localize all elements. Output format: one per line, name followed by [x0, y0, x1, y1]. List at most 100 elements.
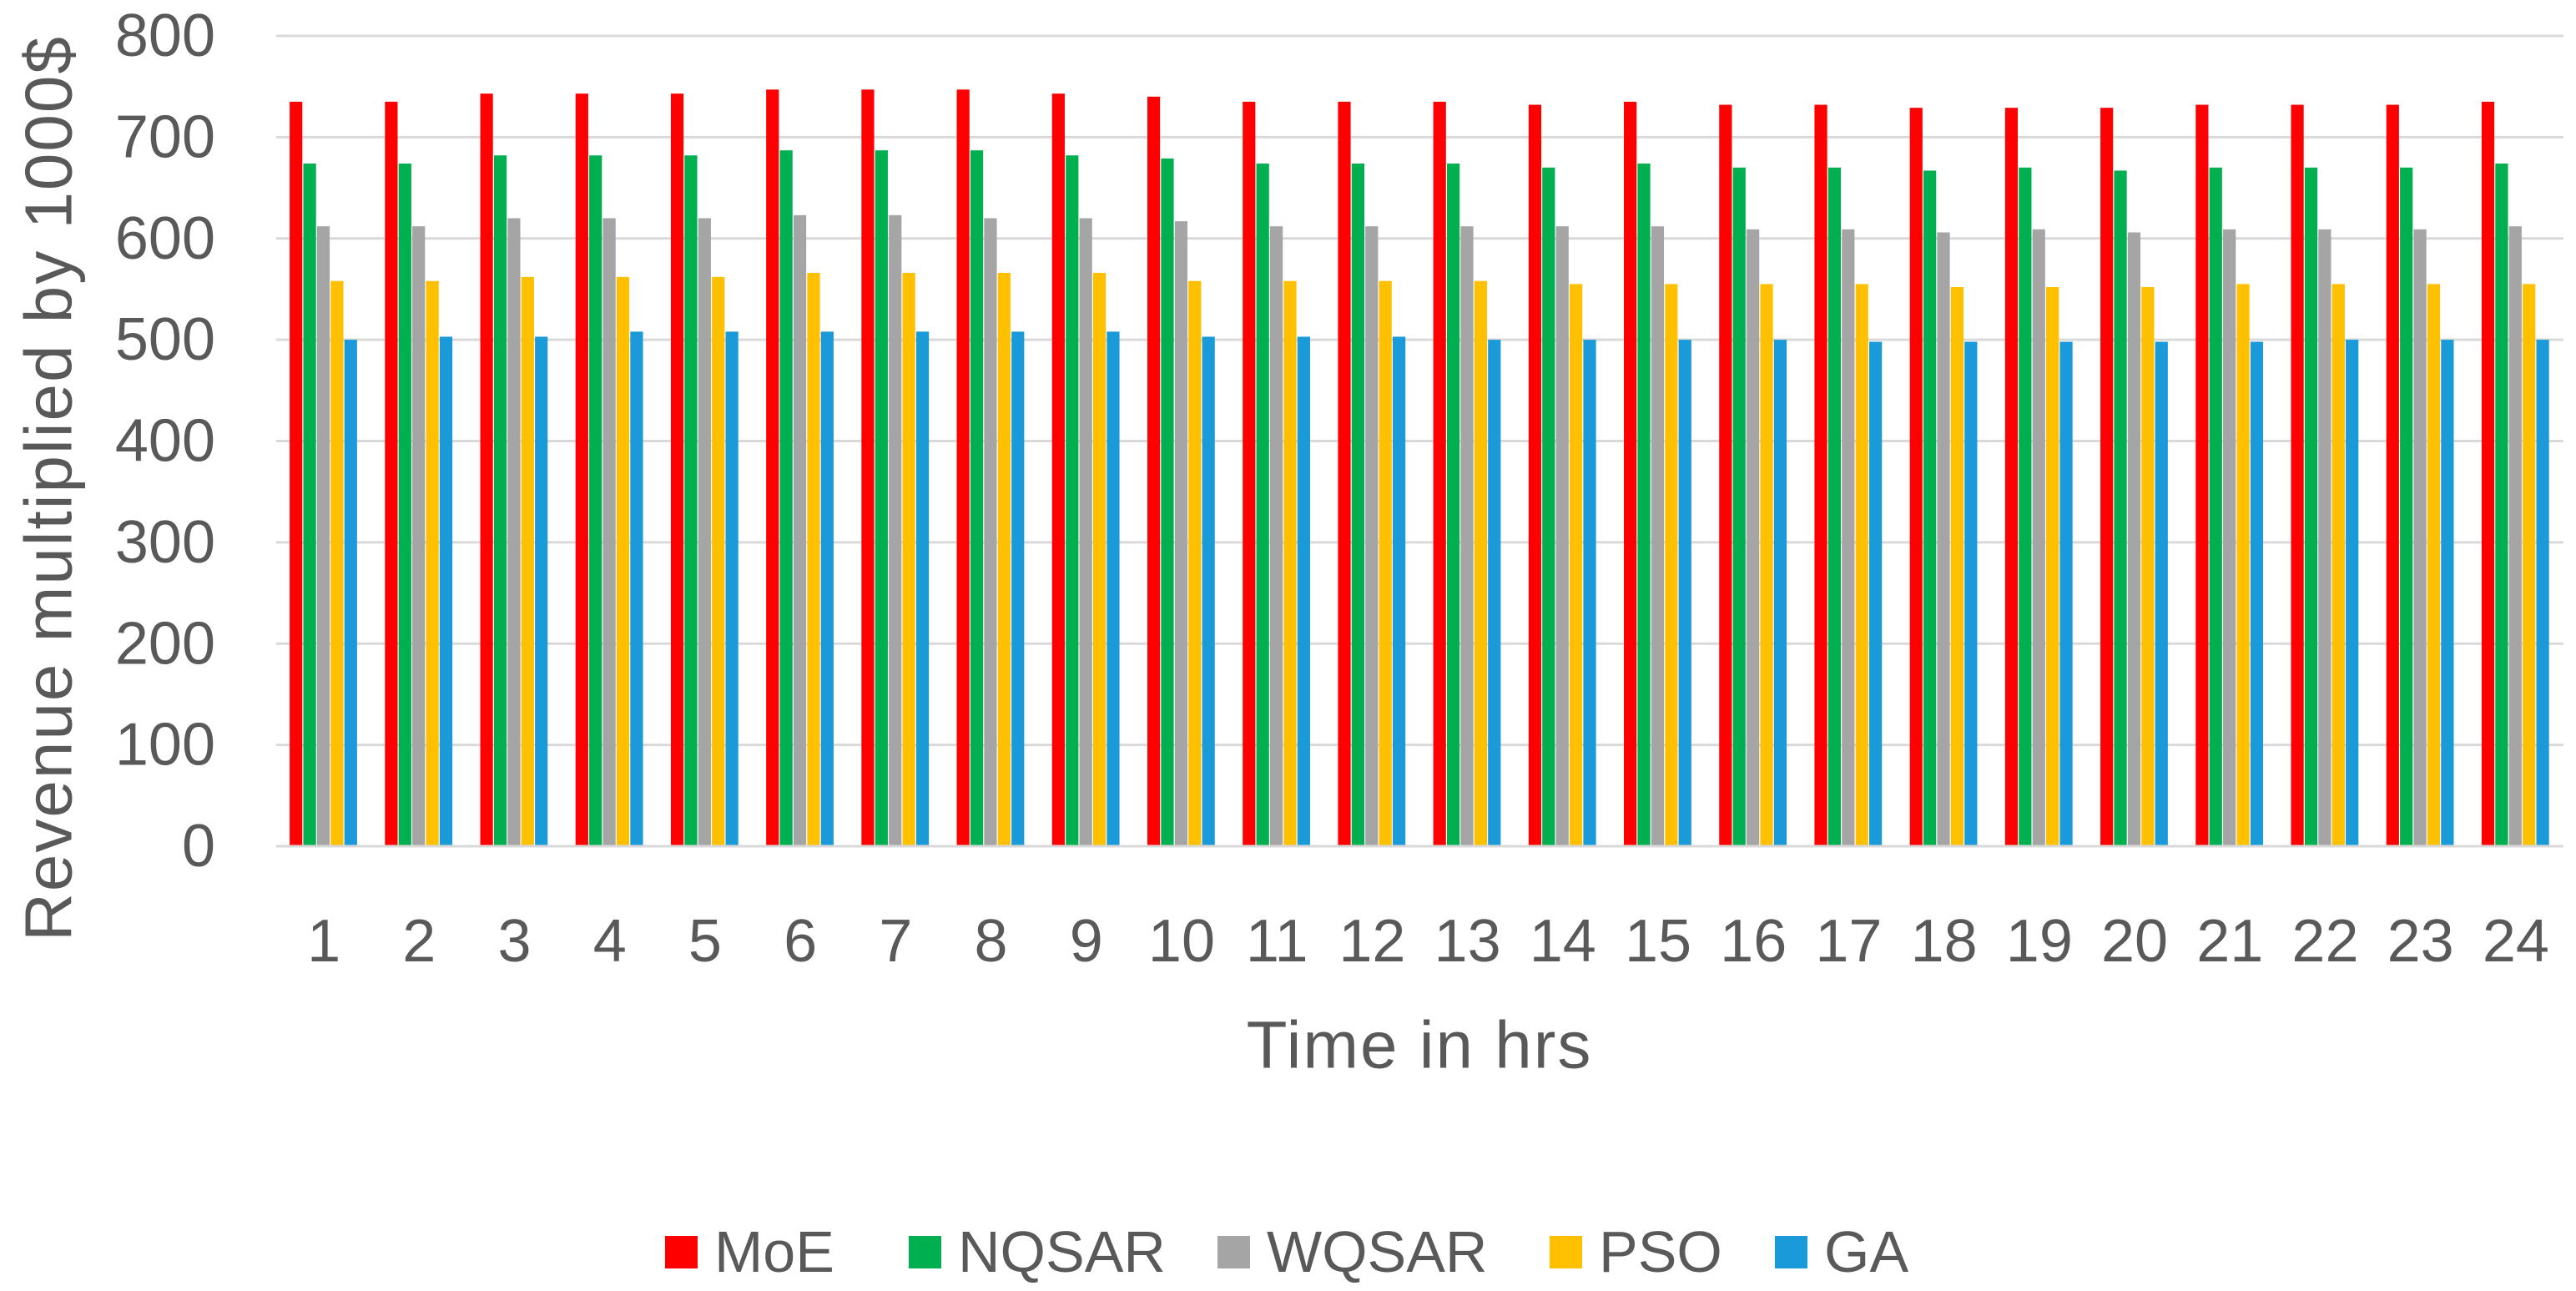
x-tick-label-2: 2: [402, 908, 436, 975]
bar-nqsar-19: [2019, 167, 2032, 847]
category-group-12: [1338, 101, 1406, 847]
bar-wqsar-6: [793, 214, 807, 846]
category-group-7: [861, 89, 930, 847]
category-group-3: [480, 93, 548, 847]
bar-moe-21: [2195, 104, 2209, 846]
bar-pso-17: [1855, 284, 1868, 846]
bar-pso-5: [712, 276, 725, 846]
category-group-22: [2291, 104, 2359, 847]
bar-pso-4: [616, 276, 630, 846]
y-tick-label-200: 200: [115, 610, 215, 677]
category-group-9: [1051, 93, 1120, 847]
bar-nqsar-13: [1447, 163, 1460, 846]
legend-marker-wqsar: [1217, 1236, 1250, 1268]
bar-wqsar-24: [2508, 226, 2522, 846]
bar-ga-5: [725, 331, 739, 846]
bar-wqsar-11: [1269, 226, 1283, 846]
bar-pso-13: [1474, 280, 1488, 846]
bar-pso-22: [2332, 284, 2345, 846]
bar-nqsar-9: [1066, 155, 1079, 846]
bar-ga-22: [2346, 340, 2359, 846]
category-group-5: [670, 93, 739, 847]
bar-pso-1: [330, 280, 344, 846]
x-tick-label-5: 5: [688, 908, 722, 975]
bar-moe-15: [1624, 101, 1637, 847]
bar-moe-2: [385, 101, 398, 847]
category-group-13: [1433, 101, 1501, 847]
y-tick-labels: 0 100 200 300 400 500 600 700 800: [115, 3, 215, 880]
bar-moe-16: [1719, 104, 1732, 846]
legend-item-ga: GA: [1775, 1219, 1908, 1284]
category-group-2: [385, 101, 453, 847]
x-tick-label-23: 23: [2387, 908, 2454, 975]
bar-moe-10: [1147, 96, 1161, 846]
bar-nqsar-12: [1351, 163, 1364, 846]
bar-wqsar-4: [602, 218, 616, 847]
category-group-1: [290, 101, 357, 847]
y-tick-label-100: 100: [115, 712, 215, 779]
bar-pso-20: [2141, 287, 2155, 846]
bar-moe-3: [480, 93, 493, 847]
bar-ga-8: [1011, 331, 1025, 846]
bar-ga-21: [2250, 341, 2264, 846]
x-tick-label-6: 6: [784, 908, 817, 975]
y-axis-title: Revenue multiplied by 1000$: [12, 35, 86, 941]
y-tick-label-500: 500: [115, 306, 215, 373]
bar-pso-24: [2523, 284, 2536, 846]
category-group-16: [1719, 104, 1787, 847]
y-tick-label-700: 700: [115, 103, 215, 170]
legend-label-ga: GA: [1824, 1219, 1908, 1284]
bar-wqsar-12: [1365, 226, 1379, 846]
legend-item-wqsar: WQSAR: [1217, 1219, 1487, 1284]
x-tick-label-8: 8: [975, 908, 1008, 975]
category-group-11: [1243, 101, 1310, 847]
bar-wqsar-20: [2127, 232, 2141, 846]
bar-pso-11: [1283, 280, 1297, 846]
bar-nqsar-3: [493, 155, 507, 846]
bar-moe-22: [2291, 104, 2304, 846]
x-tick-label-21: 21: [2196, 908, 2263, 975]
bar-wqsar-21: [2223, 229, 2236, 846]
bar-nqsar-18: [1923, 170, 1937, 846]
bar-pso-3: [521, 276, 534, 846]
bar-ga-15: [1678, 340, 1691, 846]
bar-moe-19: [2004, 108, 2019, 846]
y-tick-label-800: 800: [115, 3, 215, 69]
bar-wqsar-8: [984, 218, 997, 847]
bar-nqsar-7: [875, 150, 888, 846]
bar-ga-7: [915, 331, 930, 846]
category-group-4: [575, 93, 643, 847]
bar-nqsar-2: [398, 163, 411, 846]
bar-wqsar-3: [507, 218, 521, 847]
category-group-17: [1814, 104, 1883, 847]
bar-ga-11: [1297, 336, 1310, 846]
bar-pso-23: [2427, 284, 2441, 846]
category-group-8: [956, 89, 1025, 847]
bar-wqsar-7: [889, 214, 902, 846]
x-tick-label-12: 12: [1338, 908, 1405, 975]
bar-nqsar-17: [1827, 167, 1842, 847]
x-tick-label-16: 16: [1720, 908, 1787, 975]
category-group-24: [2481, 101, 2549, 847]
bar-wqsar-17: [1842, 229, 1855, 846]
bar-moe-4: [575, 93, 588, 847]
x-tick-label-3: 3: [497, 908, 531, 975]
bar-nqsar-15: [1637, 163, 1651, 846]
bar-ga-10: [1202, 336, 1215, 846]
bar-wqsar-18: [1937, 232, 1950, 846]
bar-moe-6: [766, 89, 779, 847]
x-tick-label-20: 20: [2101, 908, 2168, 975]
bar-pso-10: [1188, 280, 1202, 846]
bar-pso-21: [2236, 284, 2250, 846]
legend-item-pso: PSO: [1550, 1219, 1722, 1284]
x-tick-label-17: 17: [1815, 908, 1882, 975]
category-group-19: [2004, 108, 2073, 847]
category-group-21: [2195, 104, 2264, 847]
y-tick-label-0: 0: [182, 813, 215, 880]
bar-moe-7: [861, 89, 875, 847]
bar-wqsar-13: [1460, 226, 1474, 846]
bar-moe-1: [290, 101, 303, 847]
x-tick-label-14: 14: [1530, 908, 1596, 975]
category-group-23: [2386, 104, 2454, 847]
bar-moe-8: [956, 89, 970, 847]
